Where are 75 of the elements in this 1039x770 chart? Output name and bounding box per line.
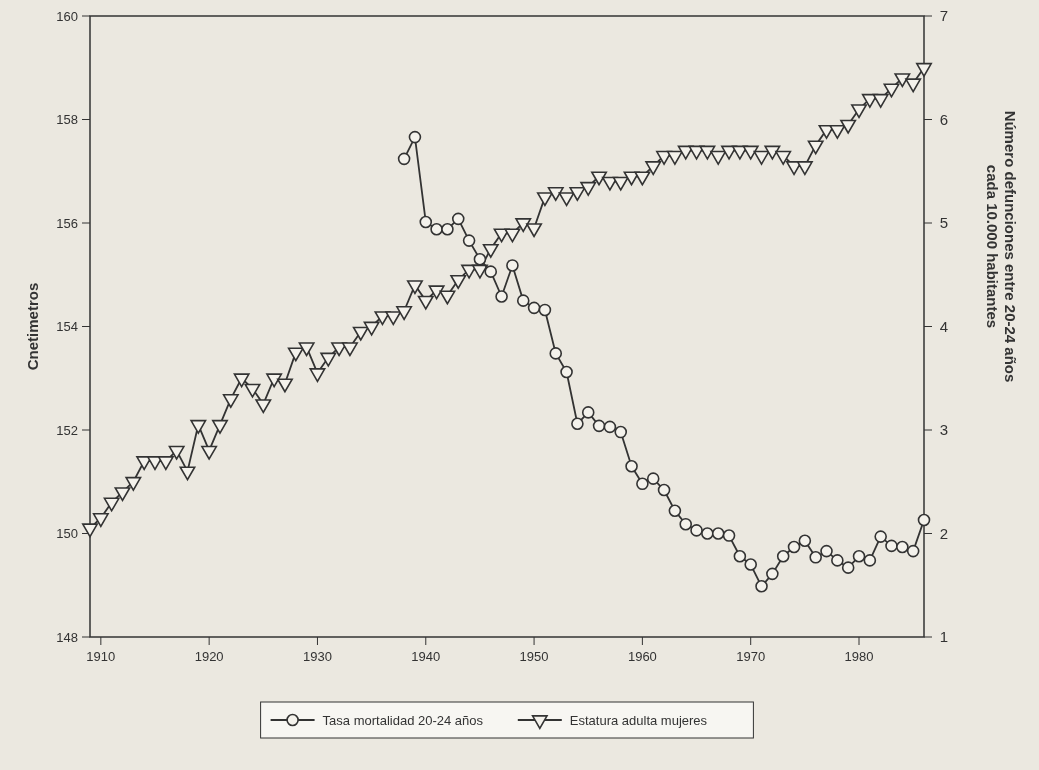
- point: [451, 212, 465, 226]
- point: [636, 477, 649, 491]
- y-tick-label: 160: [56, 8, 78, 24]
- point: [538, 303, 552, 317]
- point: [646, 472, 660, 485]
- y-tick-label: 158: [56, 112, 78, 127]
- y2-tick-label: 6: [939, 110, 949, 128]
- point: [733, 549, 747, 563]
- x-tick-label: 1940: [411, 649, 441, 664]
- point: [527, 301, 541, 315]
- x-tick-label: 1930: [302, 649, 332, 664]
- x-tick-label: 1910: [86, 649, 116, 664]
- x-tick-label: 1950: [519, 649, 549, 664]
- y-tick-label: 152: [56, 422, 78, 438]
- point: [506, 259, 519, 272]
- point: [841, 561, 855, 574]
- point: [874, 530, 887, 543]
- legend-label: Tasa mortalidad 20-24 años: [322, 713, 484, 728]
- y-tick-label: 154: [56, 319, 78, 334]
- point: [592, 419, 606, 433]
- point: [419, 215, 433, 229]
- point: [668, 504, 682, 518]
- point: [679, 517, 693, 531]
- y-axis-title: Cnetimetros: [24, 282, 41, 371]
- point: [690, 524, 703, 537]
- y2-tick-label: 2: [939, 524, 949, 542]
- point: [820, 544, 833, 558]
- point: [787, 540, 801, 554]
- point: [722, 529, 736, 542]
- point: [766, 567, 779, 581]
- point: [473, 252, 487, 266]
- point: [462, 234, 476, 247]
- x-tick-label: 1980: [844, 649, 874, 664]
- point: [711, 527, 725, 540]
- x-tick-label: 1970: [736, 649, 766, 664]
- point: [581, 406, 595, 419]
- point: [614, 425, 628, 439]
- y-tick-label: 156: [56, 215, 78, 231]
- point: [863, 554, 877, 567]
- point: [701, 527, 714, 540]
- point: [408, 130, 422, 144]
- point: [560, 365, 573, 379]
- point: [397, 152, 411, 166]
- point: [603, 420, 617, 434]
- y2-tick-label: 1: [939, 628, 949, 645]
- point: [798, 534, 812, 548]
- y-tick-label: 150: [56, 526, 78, 541]
- point: [755, 580, 768, 593]
- legend-label: Estatura adulta mujeres: [569, 713, 708, 728]
- y2-tick-label: 4: [939, 317, 949, 335]
- point: [831, 554, 844, 567]
- point: [495, 290, 508, 303]
- point: [430, 222, 443, 236]
- point: [484, 265, 498, 278]
- y2-tick-label: 3: [939, 421, 949, 438]
- y2-tick-label: 5: [939, 214, 949, 231]
- point: [776, 549, 790, 563]
- point: [896, 540, 909, 554]
- point: [625, 459, 638, 473]
- point: [571, 417, 584, 431]
- point: [885, 539, 898, 553]
- point: [809, 551, 822, 564]
- y2-tick-label: 7: [939, 7, 949, 24]
- point: [549, 347, 563, 360]
- point: [516, 294, 530, 307]
- point: [441, 222, 454, 236]
- x-tick-label: 1960: [627, 649, 657, 664]
- point: [917, 513, 931, 527]
- point: [852, 549, 866, 563]
- y2-axis-title: Número defunciones entre 20-24 años cada 10.000 habitantes: [984, 110, 1019, 383]
- y-tick-label: 148: [56, 629, 78, 645]
- x-tick-label: 1920: [194, 649, 224, 664]
- point: [744, 558, 757, 571]
- point: [906, 544, 920, 558]
- point: [657, 483, 671, 497]
